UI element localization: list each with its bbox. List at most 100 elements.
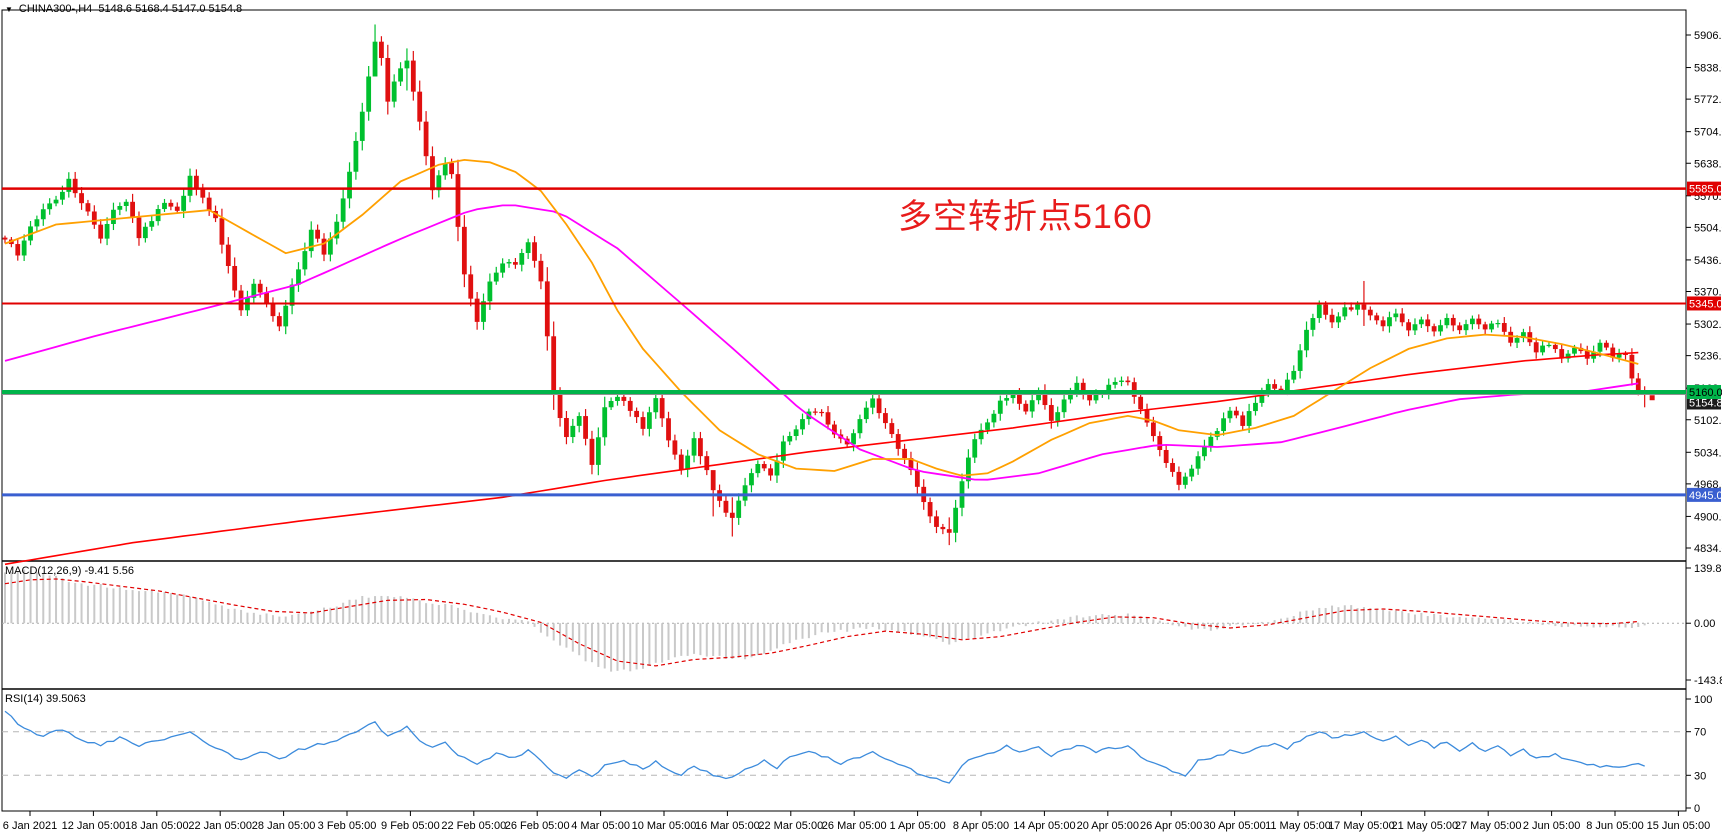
macd-histogram-bar — [642, 623, 644, 669]
candle-body — [1457, 325, 1463, 331]
candle-body — [1329, 314, 1335, 323]
macd-histogram-bar — [1458, 616, 1461, 624]
macd-histogram-bar — [1356, 608, 1359, 624]
macd-histogram-bar — [539, 623, 542, 633]
macd-histogram-bar — [1618, 623, 1621, 628]
macd-signal-line — [4, 578, 1639, 667]
macd-histogram-bar — [1203, 623, 1206, 629]
candle-body — [710, 470, 716, 491]
macd-histogram-bar — [1107, 615, 1110, 624]
candle-body — [1304, 329, 1309, 351]
macd-histogram-bar — [1369, 608, 1372, 624]
candle-body — [385, 57, 391, 102]
macd-histogram-bar — [303, 613, 306, 624]
macd-histogram-bar — [48, 575, 51, 624]
macd-histogram-bar — [278, 616, 281, 624]
time-tick-label: 3 Feb 05:00 — [318, 820, 377, 832]
candle-body — [1023, 403, 1029, 412]
macd-histogram-bar — [795, 623, 798, 640]
macd-histogram-bar — [240, 609, 243, 624]
macd-histogram-bar — [897, 623, 900, 632]
candle-body — [1202, 446, 1207, 457]
macd-histogram-bar — [354, 599, 357, 624]
macd-histogram-bar — [686, 623, 689, 656]
macd-histogram-bar — [163, 592, 166, 624]
macd-histogram-bar — [1248, 623, 1251, 624]
macd-histogram-bar — [137, 591, 140, 624]
macd-histogram-bar — [590, 623, 593, 663]
candle-body — [787, 436, 793, 442]
candle-body — [1412, 324, 1418, 331]
time-tick-label: 15 Jun 05:00 — [1647, 820, 1711, 832]
candle-body — [1297, 350, 1303, 371]
candle-body — [1068, 393, 1073, 400]
candle-body — [698, 438, 703, 457]
macd-histogram-bar — [1445, 617, 1448, 624]
candle-body — [111, 209, 116, 224]
candle-body — [372, 41, 378, 77]
price-badges: 5154.8 5585.0 5345.0 5160.0 4945.0 — [1687, 181, 1722, 502]
candle-body — [863, 407, 869, 420]
macd-histogram-bar — [1050, 620, 1053, 624]
macd-histogram-bar — [712, 623, 715, 656]
candlesticks — [2, 24, 1648, 546]
rsi-indicator-label: RSI(14) 39.5063 — [5, 693, 86, 705]
price-tick-label: 5370.0 — [1694, 287, 1722, 299]
price-tick-label: 5838.0 — [1694, 63, 1722, 75]
macd-histogram-bar — [1031, 623, 1034, 625]
candle-body — [481, 301, 486, 322]
candle-body — [972, 439, 978, 458]
macd-histogram-bar — [769, 623, 772, 651]
macd-histogram-bar — [150, 589, 153, 624]
annotation-text[interactable]: 多空转折点5160 — [898, 198, 1153, 236]
candle-body — [1387, 317, 1392, 327]
price-scale[interactable]: 5906.05838.05772.05704.05638.05570.05504… — [1686, 30, 1722, 815]
candle-body — [532, 242, 537, 261]
candle-body — [825, 412, 831, 425]
candle-body — [398, 68, 403, 82]
macd-histogram-bar — [1605, 623, 1608, 628]
macd-histogram-bar — [246, 612, 249, 624]
macd-histogram-bar — [673, 623, 676, 658]
candle-body — [53, 199, 59, 204]
macd-histogram-bar — [922, 623, 925, 637]
price-tick-label: 5906.0 — [1694, 30, 1722, 42]
macd-histogram-bar — [1611, 623, 1614, 626]
candle-body — [889, 423, 895, 435]
macd-histogram-bar — [929, 623, 932, 638]
candle-body — [123, 201, 129, 207]
candle-body — [1119, 380, 1124, 382]
candle-body — [1048, 405, 1054, 421]
macd-histogram-bar — [622, 623, 625, 670]
macd-tick-label: -143.82 — [1694, 675, 1722, 687]
candle-body — [1017, 392, 1022, 404]
macd-histogram-bar — [597, 623, 600, 667]
macd-histogram-bar — [801, 623, 804, 639]
candle-body — [761, 463, 767, 469]
level-badge-5585.0 — [1687, 181, 1721, 196]
macd-histogram-bar — [16, 571, 19, 624]
collapse-quote-icon[interactable]: ▼ — [5, 4, 13, 14]
macd-histogram-bar — [1324, 607, 1327, 624]
candle-body — [940, 526, 946, 530]
candle-body — [66, 178, 72, 192]
time-tick-label: 11 May 05:00 — [1265, 820, 1331, 832]
candle-body — [800, 419, 805, 430]
time-scale[interactable]: 6 Jan 2021 12 Jan 05:00 18 Jan 05:00 22 Jan… — [3, 811, 1710, 832]
candle-body — [627, 400, 633, 411]
macd-histogram-bar — [380, 595, 383, 624]
macd-histogram-bar — [1280, 618, 1282, 624]
candle-body — [1584, 351, 1590, 359]
macd-histogram-bar — [1228, 623, 1231, 626]
macd-histogram-bar — [386, 596, 389, 624]
symbol-period-label: CHINA300-,H4 — [18, 3, 93, 15]
time-tick-label: 9 Feb 05:00 — [381, 820, 440, 832]
candle-body — [1042, 391, 1048, 406]
macd-histogram-bar — [603, 623, 606, 669]
macd-histogram-bar — [559, 623, 562, 646]
candle-body — [1367, 309, 1373, 316]
time-tick-label: 18 Jan 05:00 — [125, 820, 189, 832]
level-lines[interactable] — [2, 187, 1686, 497]
